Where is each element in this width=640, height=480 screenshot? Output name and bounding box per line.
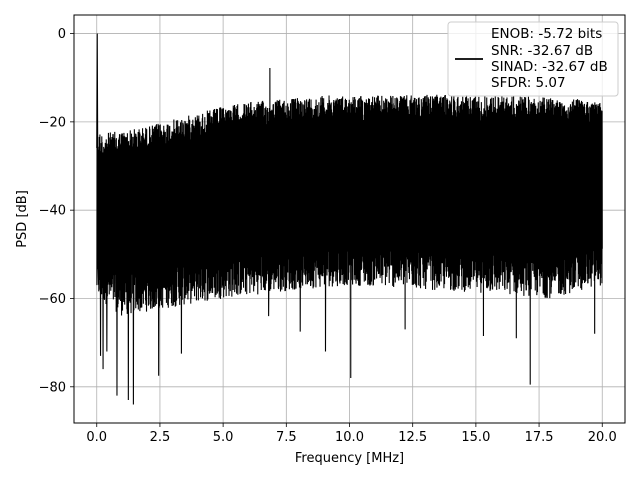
x-tick-label: 10.0 (335, 430, 364, 445)
y-tick-label: 0 (58, 27, 66, 42)
x-tick-label: 12.5 (398, 430, 427, 445)
x-tick-label: 15.0 (461, 430, 490, 445)
legend-box (447, 21, 619, 97)
legend-entry-sinad: SINAD: -32.67 dB (491, 59, 608, 75)
x-axis-label: Frequency [MHz] (295, 451, 404, 466)
y-tick-label: −80 (39, 380, 66, 395)
psd-series-line (96, 33, 603, 405)
x-tick-label: 20.0 (588, 430, 617, 445)
x-axis-ticks: 0.0 2.5 5.0 7.5 10.0 12.5 15.0 17.5 20.0 (86, 423, 617, 445)
legend-entry-enob: ENOB: -5.72 bits (491, 26, 602, 42)
x-tick-label: 2.5 (150, 430, 171, 445)
psd-trace (96, 33, 603, 405)
x-tick-label: 0.0 (86, 430, 107, 445)
legend-entry-sfdr: SFDR: 5.07 (491, 75, 566, 91)
y-axis-label: PSD [dB] (15, 190, 30, 248)
y-tick-label: −60 (39, 292, 66, 307)
legend: ENOB: -5.72 bits SNR: -32.67 dB SINAD: -… (447, 21, 619, 97)
legend-entry-snr: SNR: -32.67 dB (491, 43, 593, 59)
y-axis-ticks: 0 −20 −40 −60 −80 (39, 27, 74, 395)
x-tick-label: 17.5 (525, 430, 554, 445)
x-tick-label: 5.0 (213, 430, 234, 445)
y-tick-label: −40 (39, 204, 66, 219)
x-tick-label: 7.5 (276, 430, 297, 445)
y-tick-label: −20 (39, 115, 66, 130)
